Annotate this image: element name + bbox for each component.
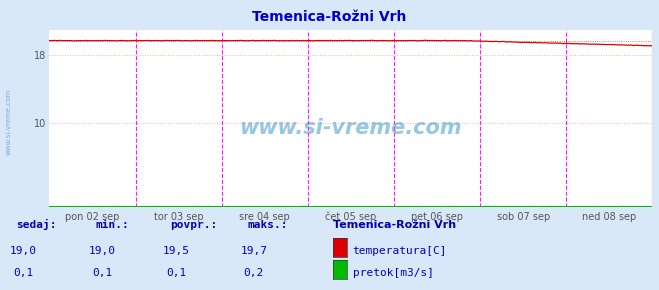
Text: sedaj:: sedaj:: [16, 219, 57, 230]
Text: 0,1: 0,1: [92, 268, 112, 278]
Text: min.:: min.:: [96, 220, 129, 230]
Text: www.si-vreme.com: www.si-vreme.com: [240, 118, 462, 138]
Text: Temenica-Rožni Vrh: Temenica-Rožni Vrh: [252, 10, 407, 24]
Text: www.si-vreme.com: www.si-vreme.com: [5, 89, 11, 155]
Text: povpr.:: povpr.:: [170, 220, 217, 230]
Text: 0,2: 0,2: [244, 268, 264, 278]
Text: temperatura[C]: temperatura[C]: [353, 246, 447, 256]
Text: 19,5: 19,5: [163, 246, 190, 256]
Text: 0,1: 0,1: [13, 268, 33, 278]
Text: 19,0: 19,0: [10, 246, 36, 256]
Text: 0,1: 0,1: [167, 268, 186, 278]
Text: Temenica-Rožni Vrh: Temenica-Rožni Vrh: [333, 220, 456, 230]
Text: maks.:: maks.:: [247, 220, 287, 230]
Text: 19,7: 19,7: [241, 246, 267, 256]
Text: 19,0: 19,0: [89, 246, 115, 256]
Text: pretok[m3/s]: pretok[m3/s]: [353, 268, 434, 278]
